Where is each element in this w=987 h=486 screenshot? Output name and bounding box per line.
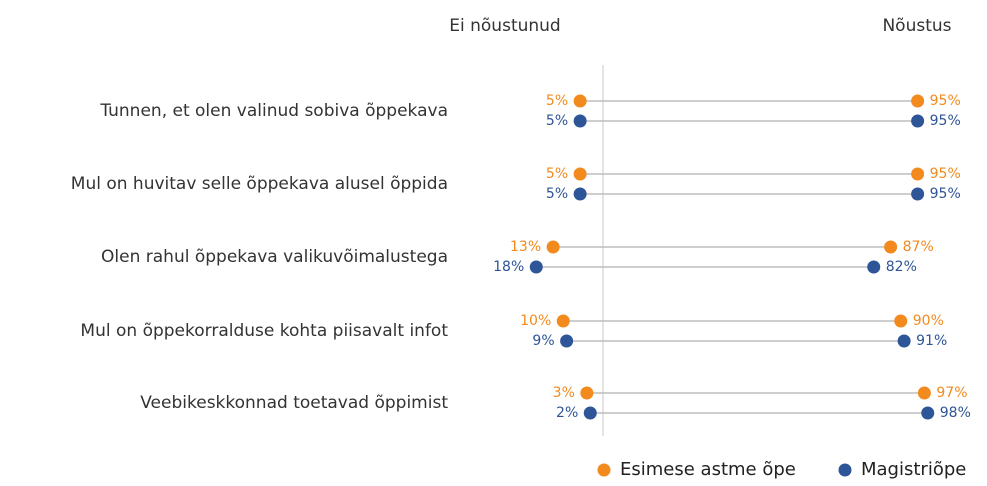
- left-header: Ei nõustunud: [449, 16, 560, 36]
- legend-marker: [597, 463, 611, 477]
- category-label: Veebikeskkonnad toetavad õppimist: [140, 393, 448, 413]
- dot-agree: [911, 167, 925, 181]
- value-label: 13%: [510, 239, 541, 255]
- value-label: 18%: [493, 259, 524, 275]
- dot-disagree: [573, 94, 587, 108]
- value-label: 90%: [913, 313, 944, 329]
- legend-label: Magistriõpe: [861, 459, 966, 480]
- dot-disagree: [580, 386, 594, 400]
- dot-agree: [917, 386, 931, 400]
- value-label: 2%: [556, 405, 578, 421]
- dot-disagree: [529, 260, 543, 274]
- value-label: 3%: [553, 385, 575, 401]
- category-label: Tunnen, et olen valinud sobiva õppekava: [99, 101, 448, 121]
- dot-disagree: [546, 240, 560, 254]
- value-label: 87%: [903, 239, 934, 255]
- dot-agree: [911, 187, 925, 201]
- category-label: Mul on õppekorralduse kohta piisavalt in…: [80, 321, 448, 341]
- value-label: 10%: [520, 313, 551, 329]
- value-label: 95%: [930, 166, 961, 182]
- value-label: 5%: [546, 166, 568, 182]
- dot-agree: [867, 260, 881, 274]
- dot-agree: [897, 334, 911, 348]
- value-label: 95%: [930, 186, 961, 202]
- value-label: 98%: [940, 405, 971, 421]
- dot-disagree: [556, 314, 570, 328]
- value-label: 9%: [532, 333, 554, 349]
- dot-disagree: [560, 334, 574, 348]
- dot-agree: [911, 114, 925, 128]
- value-label: 5%: [546, 93, 568, 109]
- category-label: Olen rahul õppekava valikuvõimalustega: [101, 247, 448, 267]
- value-label: 5%: [546, 113, 568, 129]
- dot-agree: [894, 314, 908, 328]
- dot-disagree: [573, 114, 587, 128]
- value-label: 97%: [936, 385, 967, 401]
- category-label: Mul on huvitav selle õppekava alusel õpp…: [71, 174, 448, 194]
- value-label: 91%: [916, 333, 947, 349]
- value-label: 95%: [930, 93, 961, 109]
- dot-disagree: [583, 406, 597, 420]
- dot-agree: [921, 406, 935, 420]
- legend-label: Esimese astme õpe: [620, 459, 796, 480]
- dot-disagree: [573, 187, 587, 201]
- dot-disagree: [573, 167, 587, 181]
- legend-marker: [838, 463, 852, 477]
- value-label: 5%: [546, 186, 568, 202]
- value-label: 82%: [886, 259, 917, 275]
- dot-agree: [911, 94, 925, 108]
- value-label: 95%: [930, 113, 961, 129]
- dot-agree: [884, 240, 898, 254]
- right-header: Nõustus: [882, 16, 951, 36]
